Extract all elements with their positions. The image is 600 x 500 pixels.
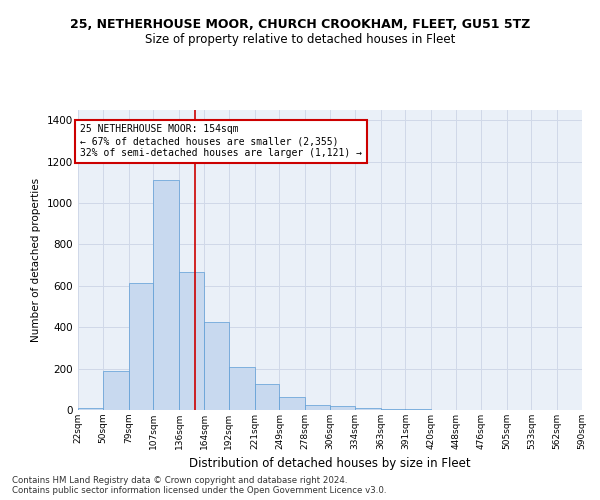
- Bar: [229, 366, 254, 410]
- Y-axis label: Number of detached properties: Number of detached properties: [31, 178, 41, 342]
- Bar: [254, 384, 280, 410]
- Bar: [128, 283, 154, 410]
- Bar: [305, 405, 330, 410]
- Bar: [330, 406, 355, 410]
- Bar: [380, 409, 406, 410]
- Bar: [355, 408, 380, 410]
- X-axis label: Distribution of detached houses by size in Fleet: Distribution of detached houses by size …: [189, 458, 471, 470]
- Bar: [204, 322, 229, 410]
- Text: Contains public sector information licensed under the Open Government Licence v3: Contains public sector information licen…: [12, 486, 386, 495]
- Bar: [78, 408, 103, 410]
- Text: 25 NETHERHOUSE MOOR: 154sqm
← 67% of detached houses are smaller (2,355)
32% of : 25 NETHERHOUSE MOOR: 154sqm ← 67% of det…: [80, 124, 362, 158]
- Bar: [179, 272, 204, 410]
- Bar: [280, 396, 305, 410]
- Text: 25, NETHERHOUSE MOOR, CHURCH CROOKHAM, FLEET, GU51 5TZ: 25, NETHERHOUSE MOOR, CHURCH CROOKHAM, F…: [70, 18, 530, 30]
- Bar: [103, 370, 128, 410]
- Text: Size of property relative to detached houses in Fleet: Size of property relative to detached ho…: [145, 32, 455, 46]
- Bar: [154, 180, 179, 410]
- Text: Contains HM Land Registry data © Crown copyright and database right 2024.: Contains HM Land Registry data © Crown c…: [12, 476, 347, 485]
